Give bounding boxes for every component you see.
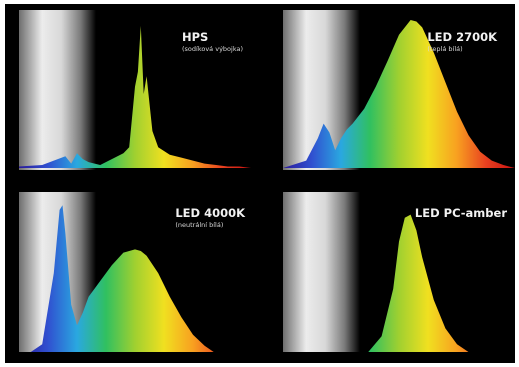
panel-subtitle: (neutrální bílá) [175, 221, 224, 229]
panel-title-led-pc-amber: LED PC-amber [415, 206, 507, 220]
spectrum-area [283, 20, 515, 168]
spectra-figure: HPS (sodíková výbojka) LED 2700K (teplá … [5, 4, 515, 363]
panel-title-led-2700k: LED 2700K (teplá bílá) [427, 30, 497, 53]
panel-title-text: LED 2700K [427, 30, 497, 44]
spectrum-plot-led-pc-amber [283, 192, 469, 352]
panel-subtitle: (teplá bílá) [427, 45, 463, 53]
spectrum-area [368, 214, 469, 352]
spectrum-plot-hps [19, 10, 251, 170]
chart-panel-hps: HPS (sodíková výbojka) [19, 10, 251, 170]
reference-band [283, 192, 360, 352]
panel-title-led-4000k: LED 4000K (neutrální bílá) [175, 206, 245, 229]
panel-title-hps: HPS (sodíková výbojka) [182, 30, 243, 53]
spectrum-area [30, 205, 214, 352]
reference-band [19, 10, 96, 170]
chart-panel-led-4000k: LED 4000K (neutrální bílá) [19, 192, 251, 352]
chart-panel-led-2700k: LED 2700K (teplá bílá) [283, 10, 515, 170]
spectrum-plot-led-2700k [283, 10, 515, 170]
panel-title-text: LED PC-amber [414, 206, 507, 220]
spectrum-area [19, 25, 251, 169]
spectrum-plot-led-4000k [19, 192, 214, 352]
panel-title-text: HPS [181, 30, 209, 44]
panel-title-text: LED 4000K [175, 206, 245, 220]
chart-panel-led-pc-amber: LED PC-amber [283, 192, 515, 352]
panel-subtitle: (sodíková výbojka) [181, 45, 243, 53]
